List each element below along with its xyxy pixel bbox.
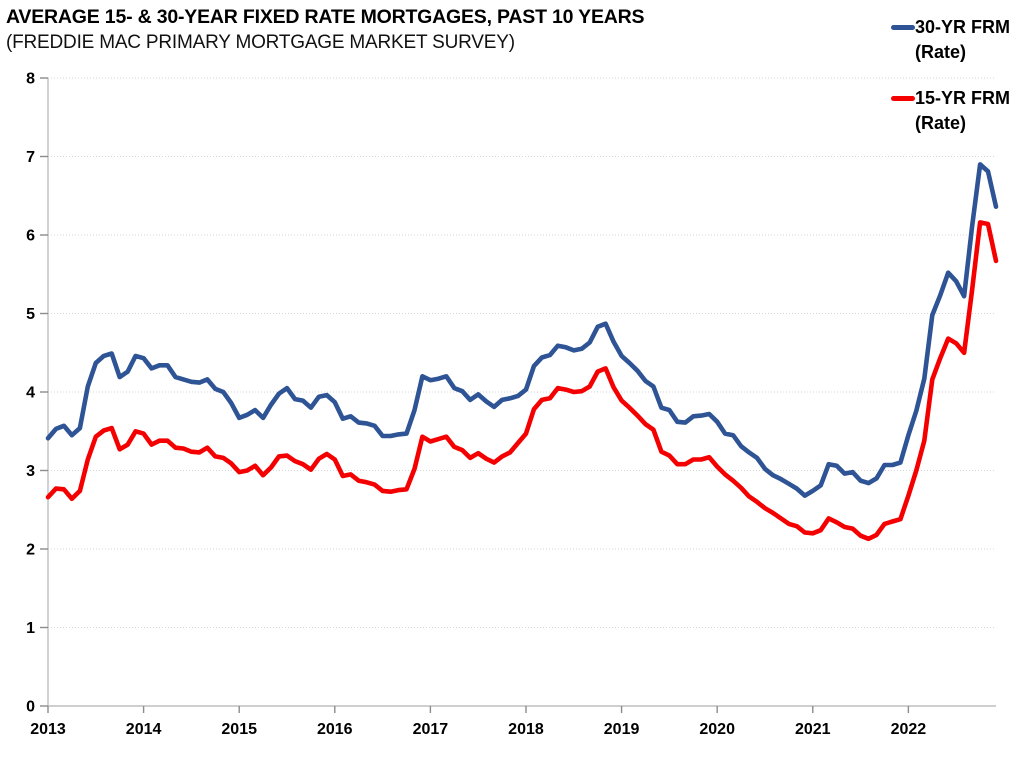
chart-subtitle: (FREDDIE MAC PRIMARY MORTGAGE MARKET SUR…: [6, 32, 515, 53]
x-axis-tick-label: 2018: [508, 721, 544, 738]
chart-title: AVERAGE 15- & 30-YEAR FIXED RATE MORTGAG…: [6, 6, 645, 28]
legend-label-30yr: 30-YR FRM (Rate): [914, 17, 1010, 62]
x-axis-tick-label: 2022: [891, 721, 927, 738]
y-axis-tick-label: 7: [26, 149, 35, 166]
y-axis-tick-label: 2: [26, 542, 35, 559]
series-line-15yr: [45, 220, 999, 542]
legend-item-30yr-frm: 30-YR FRM (Rate): [890, 15, 1010, 65]
x-axis-tick-label: 2020: [699, 721, 735, 738]
x-axis-tick-label: 2015: [221, 721, 257, 738]
x-axis-tick-label: 2017: [413, 721, 449, 738]
chart-legend: 30-YR FRM (Rate) 15-YR FRM (Rate): [890, 15, 1010, 136]
x-axis-tick-label: 2019: [604, 721, 640, 738]
y-axis-tick-label: 3: [26, 463, 35, 480]
x-axis-tick-label: 2016: [317, 721, 353, 738]
x-axis-tick-label: 2021: [795, 721, 831, 738]
x-axis-tick-label: 2014: [126, 721, 162, 738]
y-axis-tick-label: 8: [26, 71, 35, 88]
legend-line-swatch-15yr-icon: [890, 96, 915, 101]
chart-header: AVERAGE 15- & 30-YEAR FIXED RATE MORTGAG…: [6, 4, 726, 56]
y-axis-tick-label: 5: [26, 306, 35, 323]
legend-label-15yr: 15-YR FRM (Rate): [914, 88, 1010, 133]
x-axis-tick-label: 2013: [30, 721, 66, 738]
legend-line-swatch-30yr-icon: [890, 25, 915, 30]
y-axis-tick-label: 6: [26, 228, 35, 245]
legend-item-15yr-frm: 15-YR FRM (Rate): [890, 86, 1010, 136]
y-axis-tick-label: 1: [26, 620, 35, 637]
y-axis-tick-label: 4: [26, 385, 35, 402]
y-axis-tick-label: 0: [26, 699, 35, 716]
series-line-30yr: [45, 162, 999, 498]
